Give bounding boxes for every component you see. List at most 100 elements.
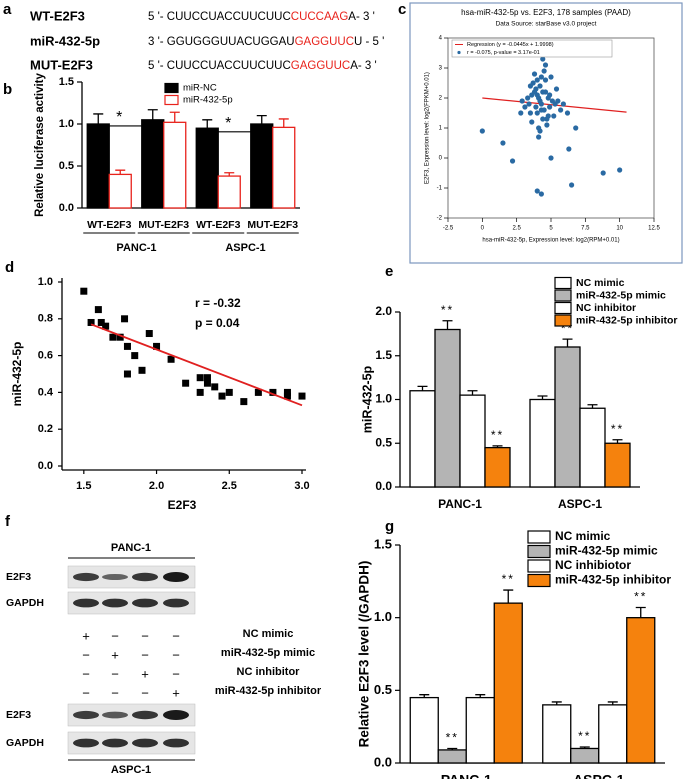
panel-label: a [3,1,12,18]
error-bar [562,338,573,347]
blot-band [102,598,128,608]
panel-label: g [385,518,394,535]
sequence-highlight: GAGGUUC [291,60,350,72]
x-tick-label: 7.5 [581,226,590,232]
chart-title: hsa-miR-432-5p vs. E2F3, 178 samples (PA… [461,8,631,17]
x-tick-label: 2.5 [222,480,237,492]
blot-band [102,738,128,748]
point [298,392,306,400]
bar [484,446,511,488]
point [560,101,566,107]
x-tick-label: WT-E2F3 [87,219,131,231]
regression-line [90,323,303,407]
point [600,170,606,176]
point [542,77,549,83]
error-bar [419,694,430,698]
y-tick-label: 0 [439,156,443,162]
point [87,318,95,326]
error-bar [93,113,104,124]
blot-band [102,711,128,719]
treatment-sign: + [82,628,90,643]
point [540,116,546,122]
error-bar [147,109,158,120]
point [531,71,538,77]
y-axis-label: Relative E2F3 level (/GAPDH) [357,561,372,748]
panel-label: c [398,1,406,18]
error-bar [224,172,235,177]
sequence-highlight: CUCCAAG [291,11,349,23]
bar [250,123,274,209]
point [534,110,540,116]
error-bar [551,701,562,705]
y-tick-label: 2 [439,96,443,102]
panel-label: f [5,513,11,530]
point [167,355,175,363]
point [537,128,543,134]
y-tick-label: 3 [439,66,443,72]
blot-band [163,598,189,608]
y-tick-label: 0.0 [38,460,53,472]
bar [493,602,523,764]
bar [542,704,572,764]
legend-label: r = -0.075, p-value = 3.17e-01 [467,50,540,56]
bar [554,346,581,488]
sequence-part: 5 '- CUUCCUACCUUCUUC [148,11,291,23]
sequence-name: miR-432-5p [30,33,100,48]
blot [67,565,196,589]
x-tick-label: MUT-E2F3 [247,219,298,231]
sequence-name: MUT-E2F3 [30,57,93,72]
point [569,182,575,188]
point [283,388,291,396]
group-label: ASPC-1 [225,242,265,254]
treatment-sign: − [82,666,90,681]
point [509,158,516,164]
x-tick-label: PANC-1 [441,772,492,779]
point [196,374,204,382]
bar [437,749,467,764]
point [553,86,560,92]
treatment-label: NC inhibitor [237,666,301,678]
treatment-label: miR-432-5p inhibitor [215,685,322,697]
x-tick-label: -2.5 [443,226,454,232]
treatment-sign: − [82,685,90,700]
blot-band [163,738,189,748]
blot-band [73,572,99,582]
point [540,89,546,95]
y-tick-label: 0.6 [38,350,53,362]
treatment-sign: − [172,647,180,662]
error-bar [587,404,598,409]
x-tick-label: ASPC-1 [573,772,625,779]
point [123,342,131,350]
error-bar [115,169,126,175]
blot-band [132,572,158,582]
sequence-part: U - 5 ' [354,36,384,48]
point [566,146,572,152]
legend-label: miR-432-5p [183,95,233,106]
point [558,107,564,113]
y-tick-label: 1.5 [374,536,392,551]
blot-band [163,572,189,582]
point [564,110,571,116]
legend-swatch [164,82,179,94]
sequence-part: A- 3 ' [350,60,376,72]
treatment-sign: − [141,685,149,700]
y-tick-label: 4 [439,36,443,42]
y-tick-label: 0.0 [375,479,392,493]
treatment-sign: + [141,666,149,681]
y-tick-label: 0.5 [374,682,392,697]
point [537,98,543,104]
point [573,125,579,131]
y-tick-label: 0.0 [374,754,392,769]
point [121,315,129,323]
error-bar [579,746,590,749]
x-tick-label: 5 [549,226,553,232]
y-tick-label: 0.5 [59,160,74,172]
treatment-sign: + [172,685,180,700]
error-bar [607,701,618,705]
point [109,333,117,341]
significance: * [225,115,231,132]
bar [570,747,600,764]
panel-label: e [385,263,393,280]
legend-label: miR-NC [183,83,217,94]
sequence: 5 '- CUUCCUACCUUCUUCGAGGUUCA- 3 ' [148,60,377,72]
